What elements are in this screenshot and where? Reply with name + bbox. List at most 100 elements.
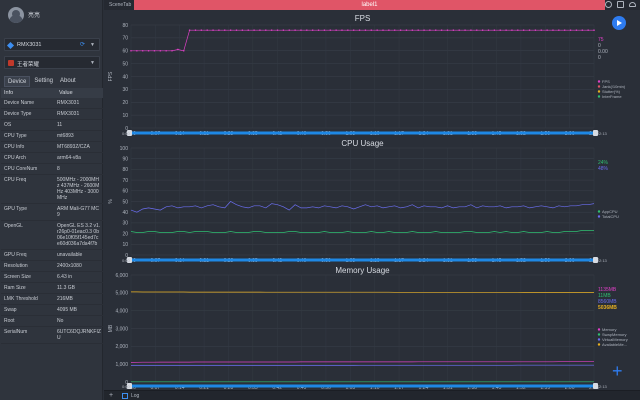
legend-entry: FPS xyxy=(602,79,610,84)
table-row: CPU Arch arm64-v8a xyxy=(1,153,103,164)
app-select[interactable]: 王者荣耀 ▼ xyxy=(4,56,100,69)
fps-point xyxy=(517,29,519,31)
fps-point xyxy=(405,29,408,31)
fps-point xyxy=(253,29,255,31)
fps-point xyxy=(429,29,431,31)
table-row: SerialNum 6UTC6DQJRNKFIZU xyxy=(1,327,103,344)
tab-setting[interactable]: Setting xyxy=(34,78,54,84)
info-value: RMX3031 xyxy=(57,111,80,117)
fps-point xyxy=(364,29,367,31)
fps-point xyxy=(481,29,484,31)
play-button[interactable] xyxy=(612,16,626,30)
fps-point xyxy=(358,29,361,31)
fps-point xyxy=(229,29,232,31)
legend-entry: VirtualMemory xyxy=(602,337,628,342)
fps-point xyxy=(434,29,437,31)
slider-handle-left[interactable] xyxy=(127,130,132,136)
info-value: No xyxy=(57,318,64,324)
fps-point xyxy=(182,49,185,52)
y-tick-label: 4,000 xyxy=(115,308,128,314)
legend-swatch xyxy=(597,215,601,218)
y-tick-label: 60 xyxy=(122,189,128,195)
table-row: CPU CoreNum 8 xyxy=(1,164,103,175)
fps-point xyxy=(188,29,191,31)
slider-end-label: 2:13 xyxy=(599,131,608,136)
add-chart-button[interactable]: + xyxy=(612,361,623,381)
legend-swatch xyxy=(597,333,601,336)
fps-point xyxy=(470,29,472,31)
legend-entry: SwapMemory xyxy=(602,332,626,337)
info-key: Ram Size xyxy=(4,285,26,291)
fps-point xyxy=(399,29,402,31)
cloud-icon[interactable] xyxy=(629,2,636,7)
table-header: Info Value xyxy=(1,88,103,98)
table-row: Screen Size 6.43 in xyxy=(1,272,103,283)
current-value: 11MB xyxy=(598,293,611,299)
table-row: CPU Info MT6893Z/CZA xyxy=(1,142,103,153)
fps-point xyxy=(288,29,291,31)
y-tick-label: 20 xyxy=(122,231,128,237)
time-range-slider[interactable] xyxy=(131,131,594,135)
slider-handle-right[interactable] xyxy=(593,257,598,263)
info-value: 216MB xyxy=(57,296,73,302)
expand-icon[interactable]: + xyxy=(109,392,114,399)
slider-handle-right[interactable] xyxy=(593,130,598,136)
slider-handle-right[interactable] xyxy=(593,383,598,389)
slider-start-label: 0:00 xyxy=(122,131,131,136)
info-key: OpenGL xyxy=(4,223,23,229)
slider-start-label: 0:00 xyxy=(122,258,131,263)
y-tick-label: 70 xyxy=(122,36,128,42)
tab-about[interactable]: About xyxy=(60,78,76,84)
table-row: CPU Freq 500MHz - 2000MHz 437MHz - 2600MH… xyxy=(1,175,103,204)
fps-point xyxy=(388,29,390,31)
fps-point xyxy=(171,49,173,52)
info-key: SerialNum xyxy=(4,329,28,335)
info-key: Screen Size xyxy=(4,274,31,280)
fps-point xyxy=(563,29,566,31)
fps-point xyxy=(540,29,543,31)
table-row: Device Name RMX3031 xyxy=(1,98,103,109)
chart-title: Memory Usage xyxy=(335,266,390,275)
table-row: Swap 4095 MB xyxy=(1,305,103,316)
y-tick-label: 50 xyxy=(122,199,128,205)
settings-icon[interactable] xyxy=(605,1,612,8)
y-tick-label: 5,000 xyxy=(115,291,128,297)
fps-point xyxy=(306,29,308,31)
y-tick-label: 90 xyxy=(122,157,128,163)
y-tick-label: 30 xyxy=(122,87,128,93)
y-tick-label: 50 xyxy=(122,61,128,67)
info-value: 6.43 in xyxy=(57,274,73,280)
slider-handle-left[interactable] xyxy=(127,383,132,389)
info-value: OpenGL ES 3.2 v1.r26p0-01eac0.3 0b06e10f… xyxy=(57,223,101,247)
slider-handle-left[interactable] xyxy=(127,257,132,263)
y-tick-label: 6,000 xyxy=(115,273,128,279)
log-label: Log xyxy=(131,393,140,399)
table-row: CPU Type mt6893 xyxy=(1,131,103,142)
user-profile[interactable]: 亮亮 xyxy=(4,5,100,27)
refresh-icon[interactable]: ⟳ xyxy=(79,42,85,48)
device-info-table: Info Value Device Name RMX3031 Device Type… xyxy=(1,88,103,344)
table-row: OS 11 xyxy=(1,120,103,131)
fps-point xyxy=(370,29,373,31)
legend-swatch xyxy=(597,210,601,213)
device-select-value: RMX3031 xyxy=(17,42,42,48)
time-range-slider[interactable] xyxy=(131,258,594,262)
table-row: GPU Type ARM Mali-G77 MC9 xyxy=(1,204,103,221)
info-value: 2400x1080 xyxy=(57,263,82,269)
fps-point xyxy=(587,29,589,31)
y-tick-label: 10 xyxy=(122,242,128,248)
series-line-2-3 xyxy=(131,291,594,293)
charts-area: FPSFPS807060504030201000:000:070:140:210… xyxy=(104,10,640,390)
device-select[interactable]: RMX3031 ⟳ ▼ xyxy=(4,38,100,51)
label-bar[interactable]: label1 xyxy=(134,0,605,10)
window-icon[interactable] xyxy=(617,1,624,8)
fps-point xyxy=(423,29,425,31)
log-checkbox[interactable] xyxy=(122,393,128,399)
time-range-slider[interactable] xyxy=(131,384,594,388)
tab-device[interactable]: Device xyxy=(4,76,31,87)
avatar[interactable] xyxy=(8,7,24,23)
fps-point xyxy=(393,29,396,31)
table-row: GPU Freq unavailable xyxy=(1,250,103,261)
scene-tab-label[interactable]: SceneTab xyxy=(109,2,132,8)
fps-point xyxy=(575,29,578,31)
